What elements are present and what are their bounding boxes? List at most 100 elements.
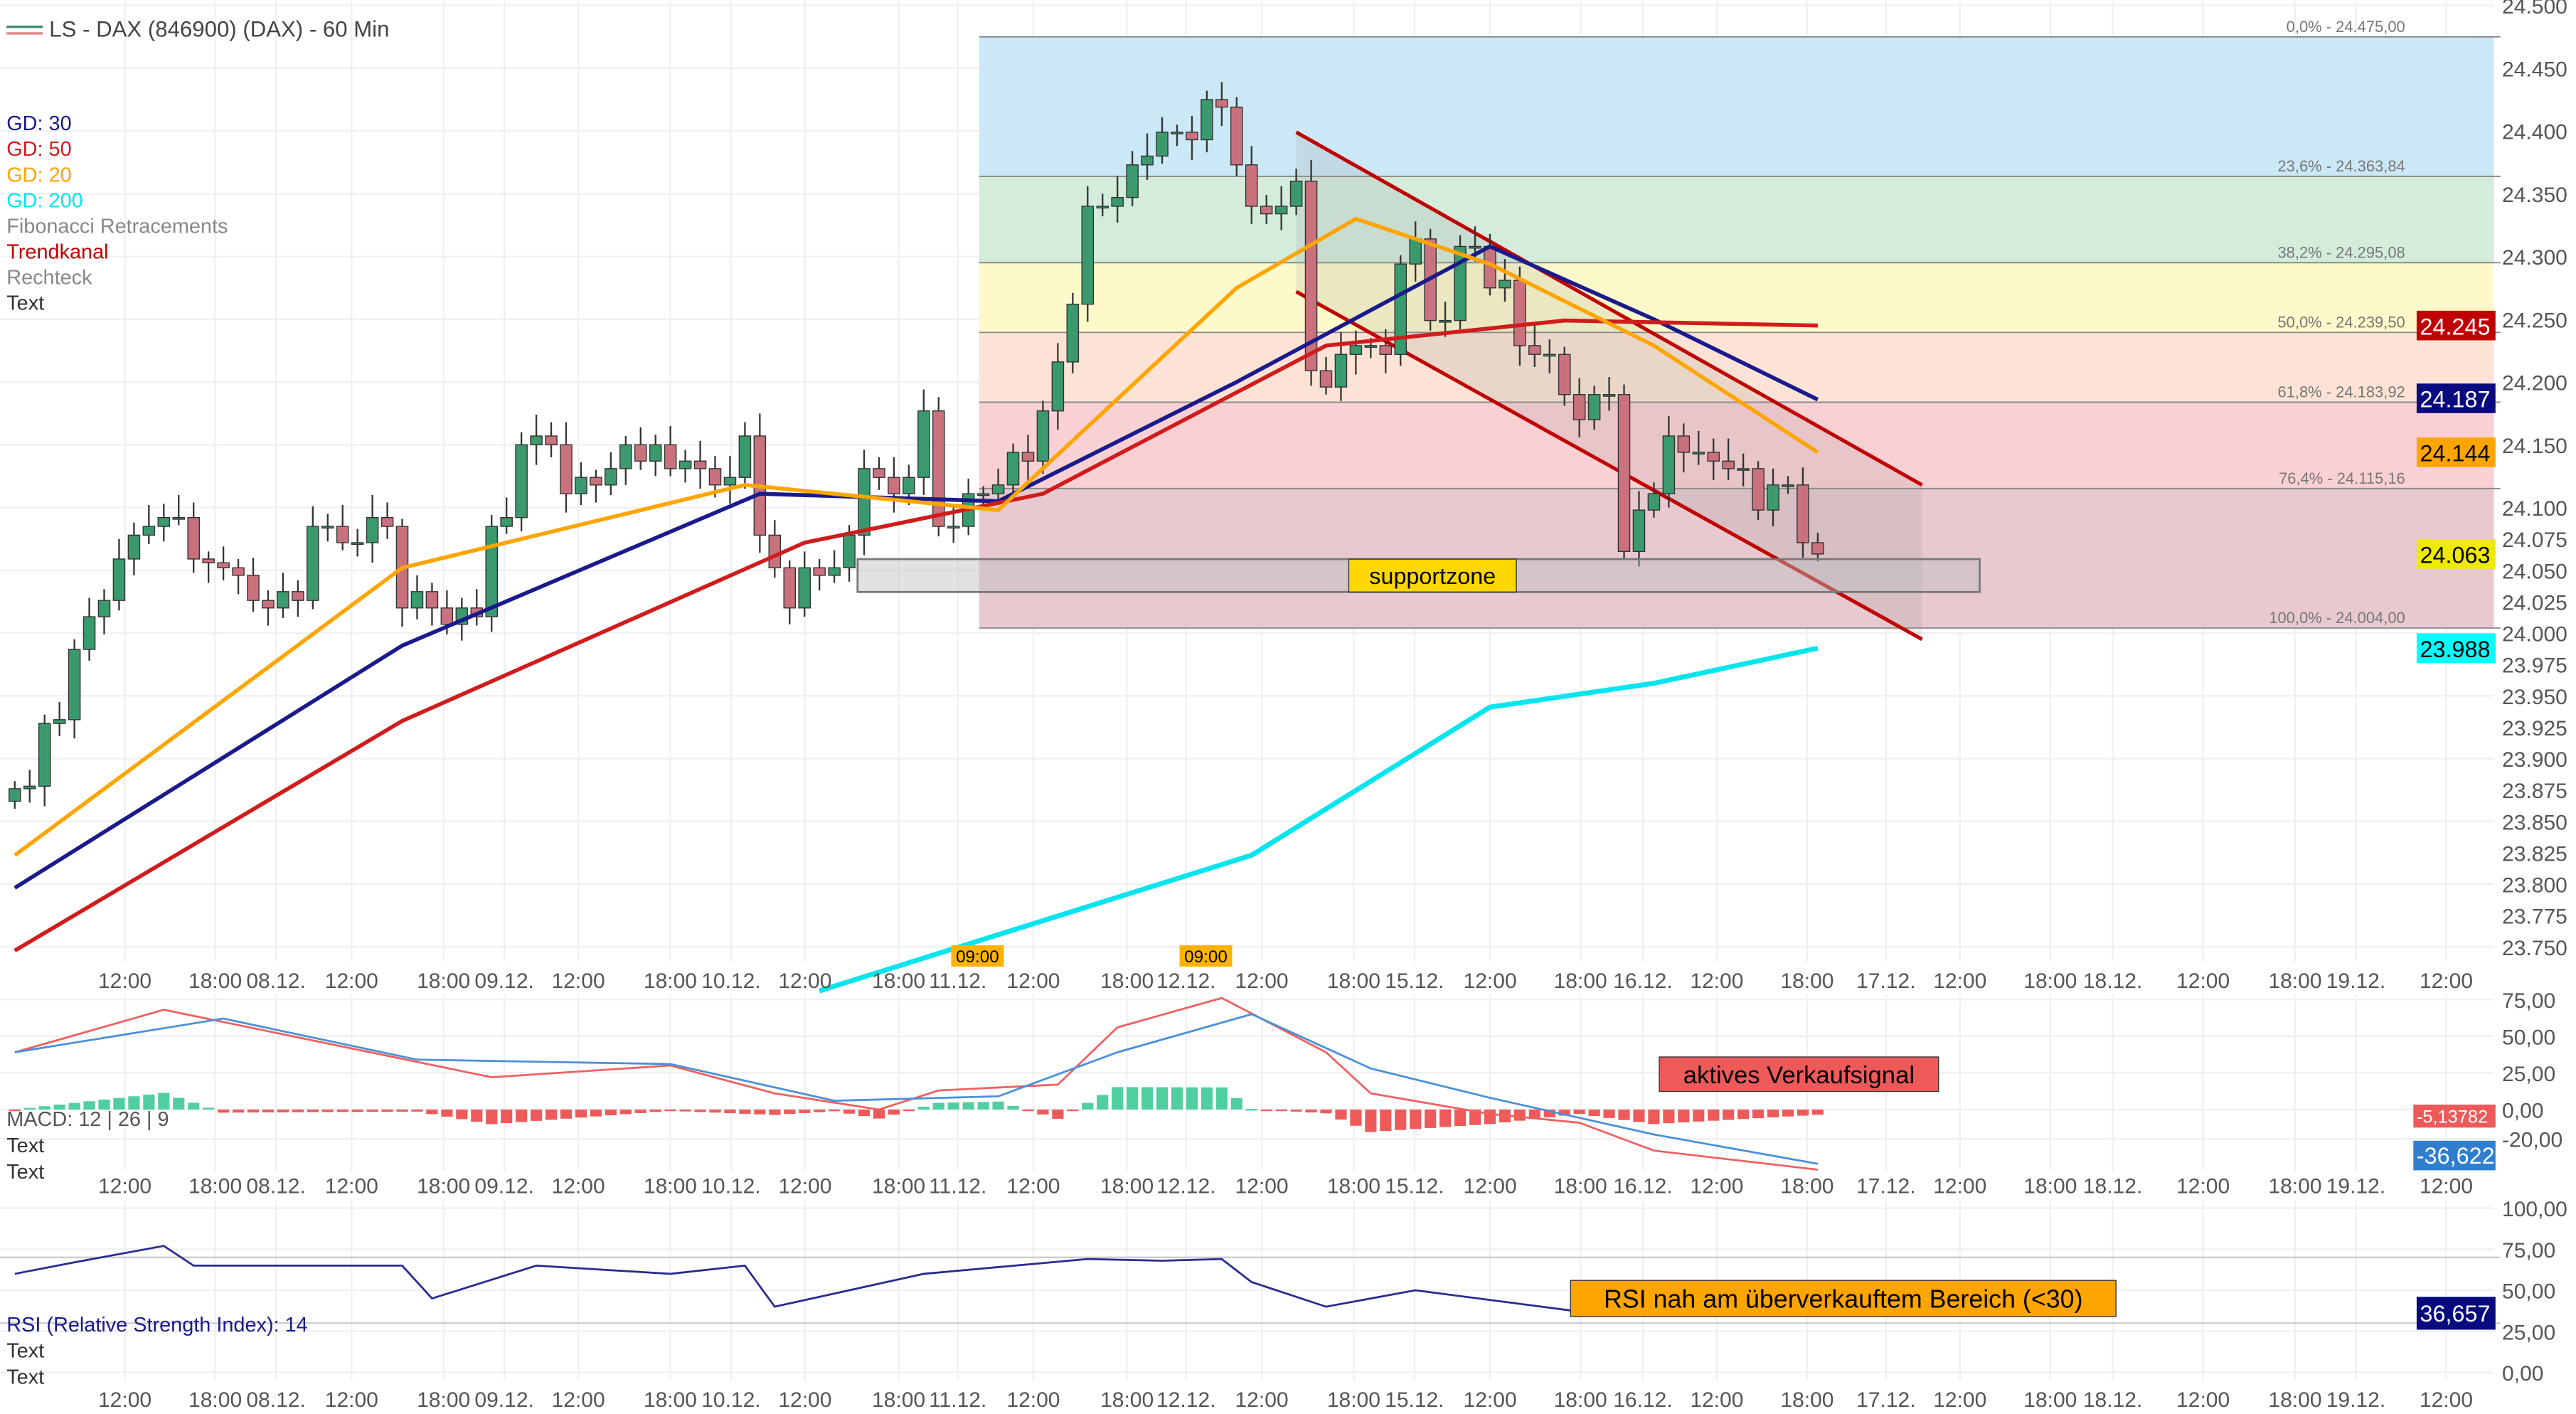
time-axis-label: 10.12. xyxy=(701,1175,760,1198)
macd-histogram-bar xyxy=(1797,1109,1809,1116)
macd-histogram-bar xyxy=(903,1109,915,1112)
time-axis-label: 09.12. xyxy=(474,1388,533,1412)
macd-histogram-bar xyxy=(1633,1109,1645,1122)
price-axis[interactable]: 24.500 24.450 24.400 24.350 24.300 24.250 24.2… xyxy=(2416,0,2567,960)
macd-histogram-bar xyxy=(664,1109,676,1112)
candle xyxy=(1752,468,1765,511)
time-axis-label: 12:00 xyxy=(1464,969,1517,993)
macd-signal-line xyxy=(14,1013,1819,1165)
candle xyxy=(1543,354,1556,357)
macd-histogram-bar xyxy=(1007,1105,1019,1110)
time-axis-label: 18:00 xyxy=(2023,969,2077,993)
time-axis-label: 18:00 xyxy=(1100,1175,1154,1198)
macd-histogram-bar xyxy=(1082,1102,1094,1110)
macd-histogram-bar xyxy=(1201,1087,1213,1110)
macd-histogram-bar xyxy=(1350,1109,1362,1126)
time-axis-label: 18.12. xyxy=(2083,969,2142,993)
macd-histogram-bar xyxy=(1782,1109,1794,1117)
price-badge xyxy=(2416,437,2496,467)
time-axis-label: 12:00 xyxy=(2420,1388,2473,1412)
legend-item: Text xyxy=(6,292,44,314)
price-badge xyxy=(2416,383,2496,413)
macd-histogram-bar xyxy=(1543,1109,1555,1117)
macd-axis-label: 75,00 xyxy=(2502,989,2555,1013)
price-axis-label: 23.825 xyxy=(2502,842,2567,866)
candle xyxy=(1454,245,1467,321)
time-axis-label: 12:00 xyxy=(2176,1175,2230,1198)
candle xyxy=(440,607,454,625)
macd-histogram-bar xyxy=(1573,1109,1585,1115)
time-axis-label: 18:00 xyxy=(1780,1175,1833,1198)
candle xyxy=(217,562,230,568)
macd-histogram-bar xyxy=(68,1102,80,1110)
rsi-text-label: Text xyxy=(6,1340,44,1363)
macd-axis-label: -20,00 xyxy=(2502,1129,2562,1152)
macd-label: MACD: 12 | 26 | 9 xyxy=(6,1108,169,1131)
candle xyxy=(798,567,811,609)
candle xyxy=(1245,164,1258,207)
time-axis-label: 16.12. xyxy=(1613,1388,1672,1412)
time-axis-label: 18:00 xyxy=(644,1175,697,1198)
macd-histogram-bar xyxy=(605,1109,617,1116)
time-axis-label: 12:00 xyxy=(2176,969,2230,993)
macd-histogram-bar xyxy=(619,1109,632,1115)
macd-histogram-bar xyxy=(501,1109,513,1124)
fibonacci-retracement[interactable]: 0,0% - 24.475,00 23,6% - 24.363,84 38,2% -… xyxy=(979,18,2501,629)
time-axis-label: 12:00 xyxy=(1464,1175,1517,1198)
legend-item: GD: 30 xyxy=(6,112,71,135)
macd-histogram-bar xyxy=(530,1109,543,1121)
price-axis-label: 23.950 xyxy=(2502,686,2567,709)
price-axis-label: 24.025 xyxy=(2502,591,2567,615)
macd-histogram-bar xyxy=(1171,1087,1183,1110)
candle xyxy=(336,526,349,543)
time-axis-label: 12:00 xyxy=(1235,1388,1288,1412)
time-axis-label: 18:00 xyxy=(872,1388,925,1412)
macd-histogram-bar xyxy=(128,1096,140,1110)
macd-histogram-bar xyxy=(947,1102,959,1110)
fib-level-label: 23,6% - 24.363,84 xyxy=(2277,157,2405,175)
candle xyxy=(1021,452,1035,462)
candle xyxy=(783,567,797,609)
candle xyxy=(83,616,96,650)
macd-histogram-bar xyxy=(709,1109,721,1113)
time-axis-label: 18:00 xyxy=(1780,969,1833,993)
time-axis-label: 18:00 xyxy=(1554,1388,1607,1412)
macd-histogram-bar xyxy=(1425,1109,1437,1128)
candle xyxy=(873,468,885,478)
macd-histogram-bar xyxy=(1737,1109,1750,1120)
time-axis-label: 17.12. xyxy=(1856,1175,1915,1198)
price-axis-label: 24.075 xyxy=(2502,528,2567,552)
time-axis-label: 18:00 xyxy=(1554,969,1607,993)
macd-axis-label: 25,00 xyxy=(2502,1063,2555,1086)
candle xyxy=(1051,361,1065,412)
time-axis-label: 12:00 xyxy=(1690,1175,1743,1198)
macd-histogram-bar xyxy=(113,1097,125,1110)
time-badge-label: 09:00 xyxy=(956,947,999,967)
macd-histogram-bar xyxy=(858,1109,871,1117)
rsi-axis-label: 100,00 xyxy=(2502,1198,2567,1221)
macd-histogram-bar xyxy=(1127,1087,1139,1110)
macd-histogram-bar xyxy=(188,1102,200,1110)
macd-histogram-bar xyxy=(1678,1109,1690,1122)
fib-level-label: 61,8% - 24.183,92 xyxy=(2277,383,2405,401)
candle xyxy=(693,460,707,469)
candle xyxy=(634,444,647,462)
time-axis-label: 16.12. xyxy=(1613,1175,1672,1198)
supportzone-rectangle[interactable]: supportzone xyxy=(856,558,1981,593)
macd-histogram-bar xyxy=(1528,1109,1540,1120)
fib-level-label: 100,0% - 24.004,00 xyxy=(2269,609,2405,627)
macd-histogram-bar xyxy=(1811,1109,1824,1115)
trend-channel-upper-line[interactable] xyxy=(1295,130,1923,487)
macd-histogram-bar xyxy=(218,1109,230,1113)
macd-histogram-bar xyxy=(411,1109,423,1112)
price-axis-label: 24.400 xyxy=(2502,121,2567,144)
candle xyxy=(1230,106,1243,166)
candle xyxy=(1349,345,1363,355)
macd-histogram-bar xyxy=(456,1109,468,1120)
macd-histogram-bar xyxy=(1022,1109,1034,1112)
candle xyxy=(172,516,186,520)
time-axis-label: 12:00 xyxy=(1933,1175,1986,1198)
moving-average-line xyxy=(14,318,1818,952)
macd-histogram-bar xyxy=(634,1109,646,1113)
